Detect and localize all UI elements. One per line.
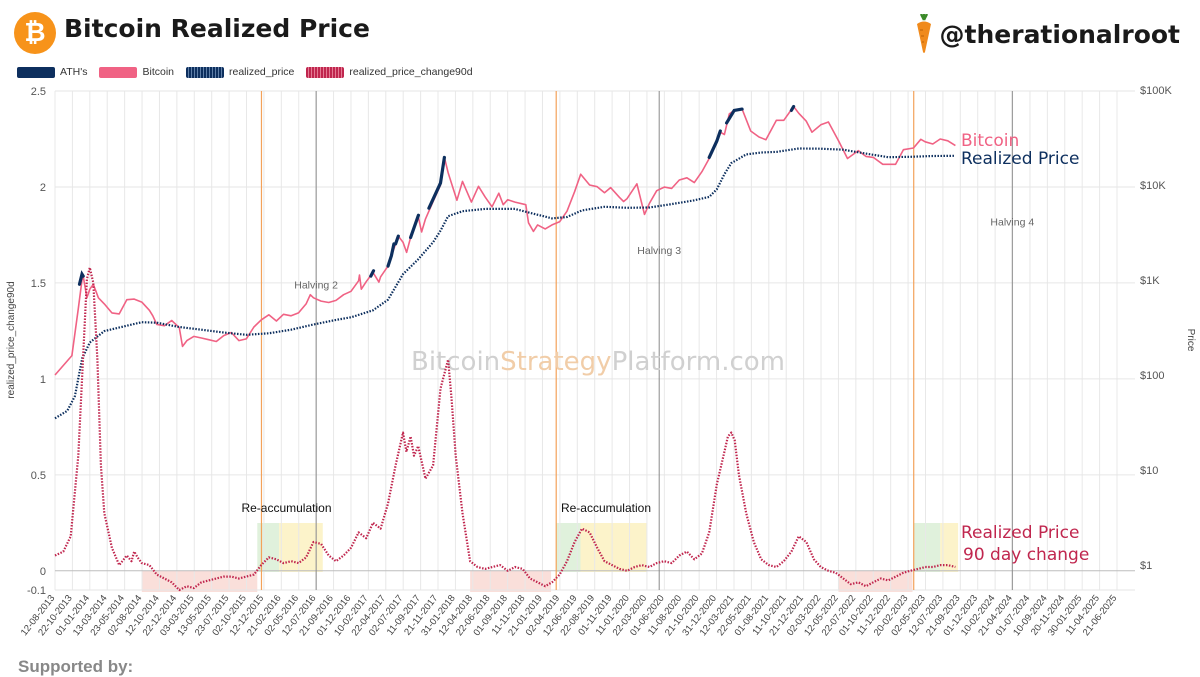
legend-item-ath[interactable]: ATH's bbox=[17, 66, 87, 78]
y-tick-label-right: $10 bbox=[1140, 465, 1158, 477]
legend-label: realized_price_change90d bbox=[349, 66, 473, 78]
series-line-bitcoin bbox=[54, 105, 956, 376]
y-axis-label-left: realized_price_change90d bbox=[6, 281, 17, 398]
header: ₿ Bitcoin Realized Price @therationalroo… bbox=[0, 0, 1200, 64]
y-tick-label-left: 1.5 bbox=[31, 278, 46, 290]
accumulation-zone-yellow bbox=[279, 523, 323, 572]
y-tick-label-right: $100K bbox=[1140, 85, 1172, 97]
series-line-ath-segment bbox=[77, 270, 85, 286]
legend-swatch bbox=[99, 66, 138, 78]
y-tick-label-right: $10K bbox=[1140, 180, 1166, 192]
bear-zone bbox=[470, 570, 552, 592]
y-tick-label-left: 1 bbox=[40, 374, 46, 386]
watermark-part: Bitcoin bbox=[411, 347, 500, 377]
y-tick-label-left: -0.1 bbox=[27, 585, 46, 597]
legend-swatch bbox=[186, 66, 224, 78]
legend-swatch bbox=[17, 66, 55, 78]
watermark-part: Platform.com bbox=[612, 347, 785, 377]
author-handle: @therationalroot bbox=[914, 14, 1180, 54]
series-line-ath-segment bbox=[725, 107, 744, 125]
legend-item-realized-price-change90d[interactable]: realized_price_change90d bbox=[306, 66, 473, 78]
series-line-realized-price-change90d bbox=[54, 266, 956, 592]
series-line-ath-segment bbox=[369, 269, 376, 278]
legend-label: Bitcoin bbox=[142, 66, 174, 78]
y-tick-label-left: 2 bbox=[40, 182, 46, 194]
series-line-ath-segment bbox=[386, 242, 396, 268]
y-tick-label-right: $100 bbox=[1140, 370, 1164, 382]
re-accumulation-label: Re-accumulation bbox=[241, 501, 331, 515]
legend-label: realized_price bbox=[229, 66, 295, 78]
series-line-ath-segment bbox=[409, 213, 420, 240]
y-tick-label-right: $1K bbox=[1140, 275, 1160, 287]
y-tick-label-right: $1 bbox=[1140, 560, 1152, 572]
bitcoin-logo-icon: ₿ bbox=[14, 12, 56, 54]
series-line-realized-price bbox=[54, 147, 956, 420]
accumulation-zone-yellow bbox=[580, 523, 647, 572]
page-title: Bitcoin Realized Price bbox=[64, 14, 370, 43]
y-tick-label-left: 2.5 bbox=[31, 86, 46, 98]
y-axis-label-right: Price bbox=[1185, 329, 1196, 352]
supported-by-label: Supported by: bbox=[18, 657, 134, 676]
chart-legend: ATH's Bitcoin realized_price realized_pr… bbox=[17, 64, 485, 80]
y-tick-label-left: 0.5 bbox=[31, 470, 46, 482]
series-line-ath-segment bbox=[707, 129, 722, 159]
realized-price-annotation: Realized Price bbox=[961, 149, 1079, 169]
accumulation-zone-green bbox=[913, 523, 941, 572]
halving-label: Halving 3 bbox=[637, 245, 681, 257]
author-name: @therationalroot bbox=[939, 19, 1180, 49]
change-annotation-line2: 90 day change bbox=[963, 545, 1089, 565]
halving-label: Halving 4 bbox=[990, 216, 1034, 228]
change-annotation-line1: Realized Price bbox=[961, 523, 1079, 543]
series-line-ath-segment bbox=[789, 104, 796, 112]
watermark: BitcoinStrategyPlatform.com bbox=[411, 347, 785, 377]
accumulation-zone-yellow bbox=[940, 523, 959, 572]
accumulation-zone-green bbox=[257, 523, 280, 572]
halving-label: Halving 2 bbox=[294, 280, 338, 292]
legend-swatch bbox=[306, 66, 345, 78]
re-accumulation-label: Re-accumulation bbox=[561, 501, 651, 515]
series-line-ath-segment bbox=[394, 234, 400, 246]
carrot-icon bbox=[916, 14, 931, 53]
y-tick-label-left: 0 bbox=[40, 566, 46, 578]
series-line-ath-segment bbox=[427, 155, 446, 210]
legend-label: ATH's bbox=[60, 66, 88, 78]
legend-item-bitcoin[interactable]: Bitcoin bbox=[99, 66, 174, 78]
bear-zone bbox=[141, 570, 258, 592]
legend-item-realized-price[interactable]: realized_price bbox=[186, 66, 294, 78]
bitcoin-annotation: Bitcoin bbox=[961, 131, 1019, 151]
watermark-part: Strategy bbox=[500, 347, 611, 377]
